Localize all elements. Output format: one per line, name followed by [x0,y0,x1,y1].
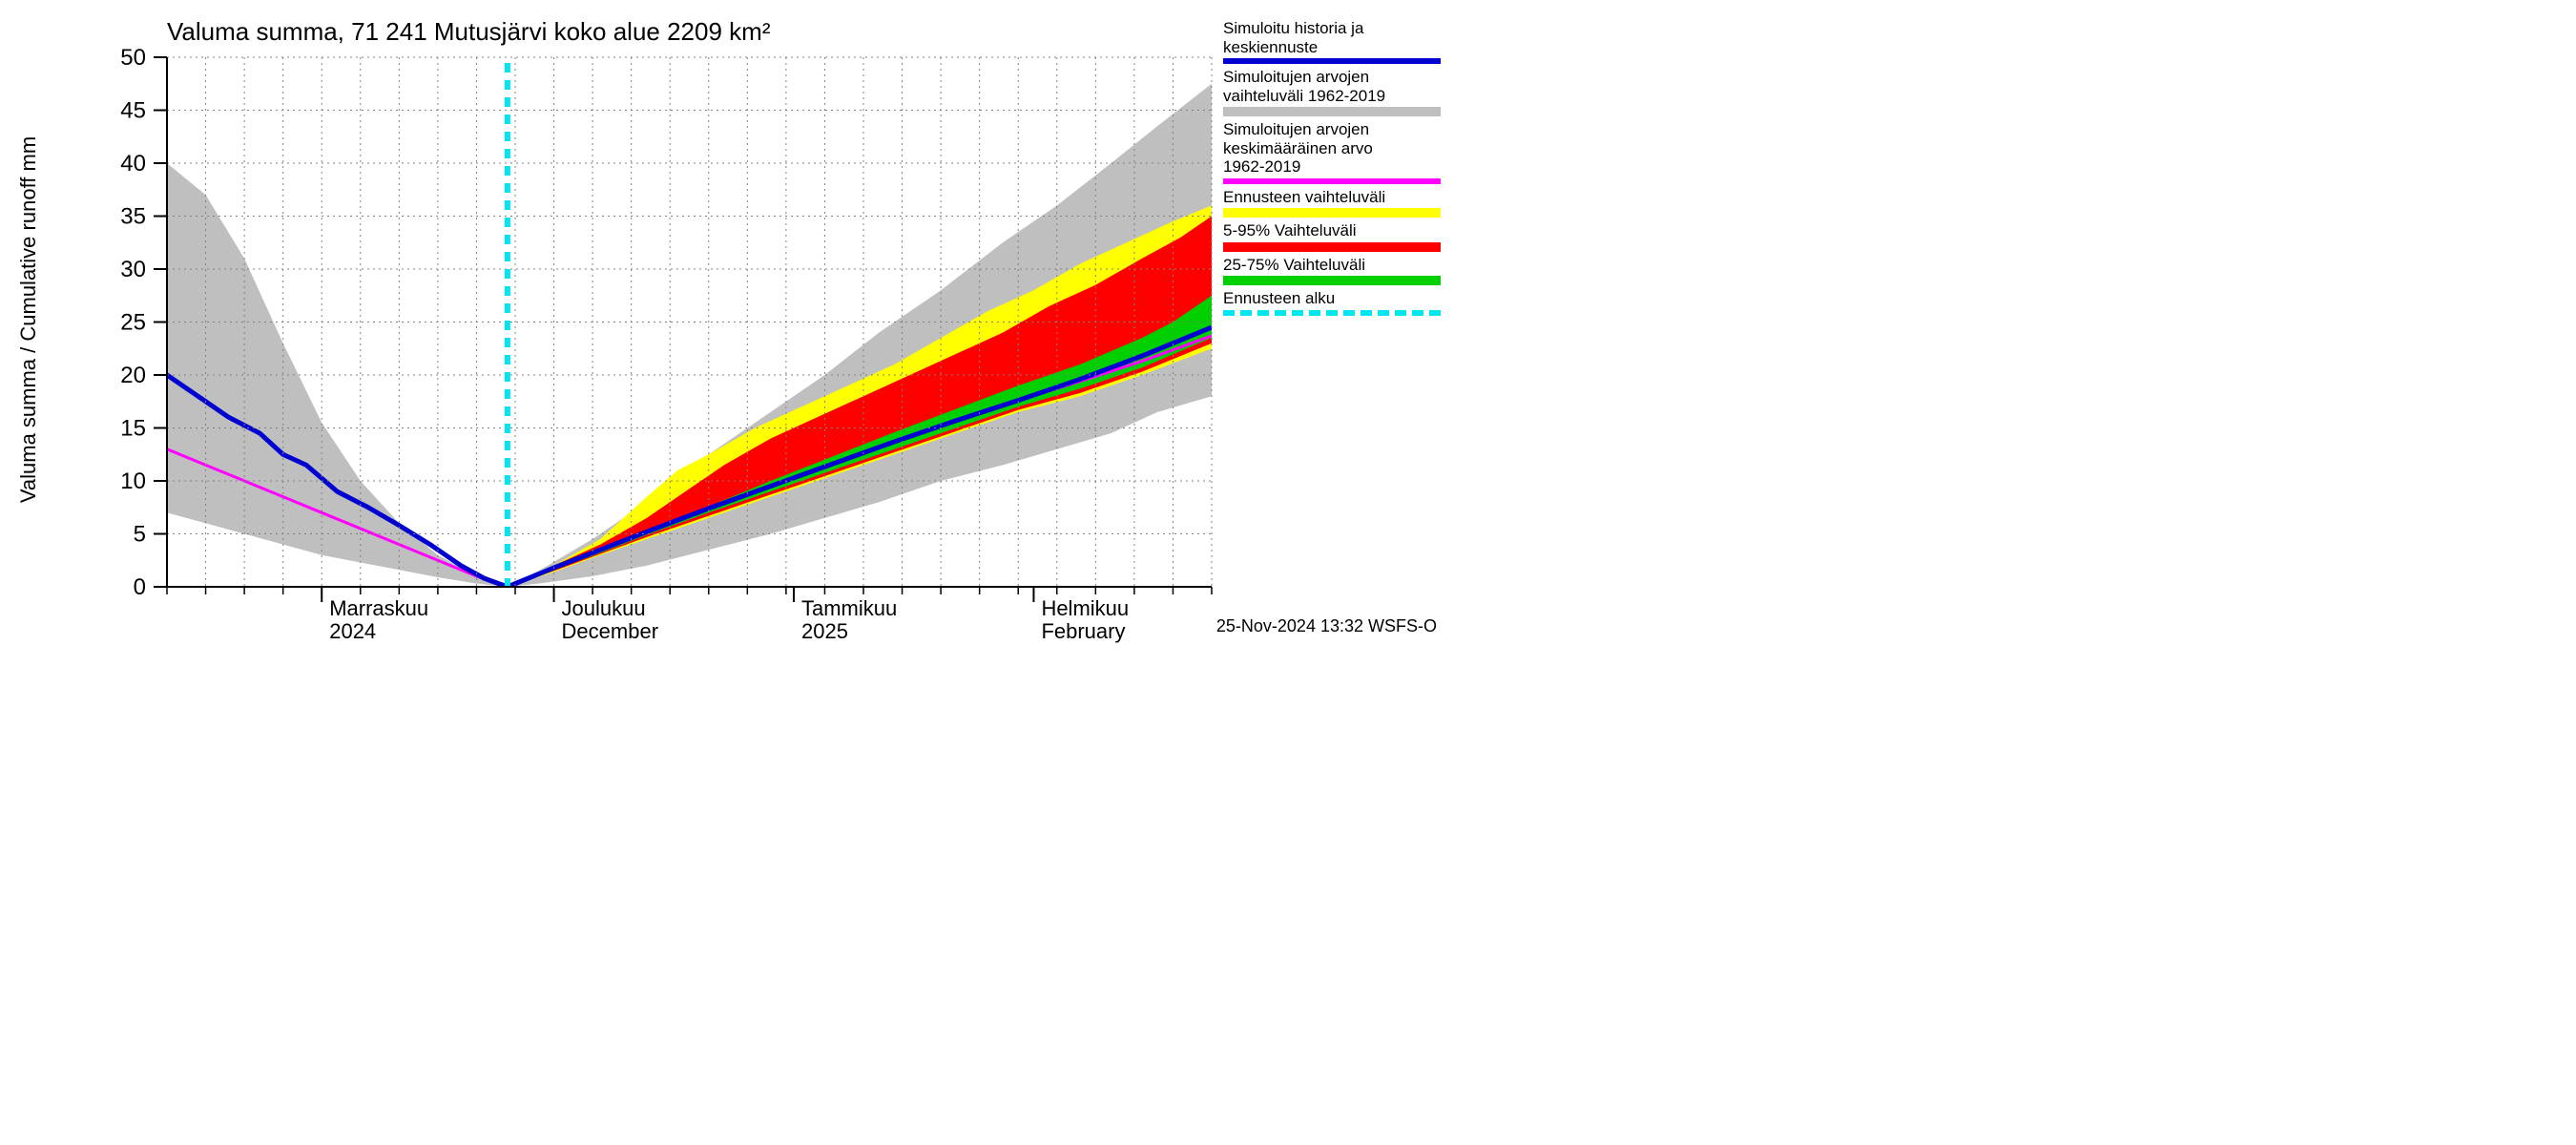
legend-entry: 25-75% Vaihteluväli [1223,256,1441,286]
legend-label: Simuloitujen arvojen [1223,68,1441,87]
footer-timestamp: 25-Nov-2024 13:32 WSFS-O [1216,616,1437,636]
y-tick-label: 50 [120,45,146,71]
y-tick-label: 20 [120,363,146,388]
y-tick-label: 15 [120,416,146,442]
legend-label: 1962-2019 [1223,157,1441,177]
legend-label: keskimääräinen arvo [1223,139,1441,158]
legend-swatch [1223,107,1441,116]
legend-label: Simuloitujen arvojen [1223,120,1441,139]
legend-label: Simuloitu historia ja [1223,19,1441,38]
x-month-sublabel: 2025 [801,619,848,643]
chart-container: Valuma summa / Cumulative runoff mm Valu… [0,0,1448,654]
y-tick-label: 0 [134,574,146,600]
x-month-label: Tammikuu [801,596,897,620]
legend-entry: Simuloitu historia jakeskiennuste [1223,19,1441,64]
legend-swatch [1223,276,1441,285]
legend-label: 5-95% Vaihteluväli [1223,221,1441,240]
x-month-sublabel: 2024 [329,619,376,643]
legend-swatch [1223,242,1441,252]
legend-entry: Simuloitujen arvojenkeskimääräinen arvo … [1223,120,1441,184]
y-tick-label: 30 [120,257,146,282]
legend-label: Ennusteen vaihteluväli [1223,188,1441,207]
legend-label: vaihteluväli 1962-2019 [1223,87,1441,106]
legend-entry: 5-95% Vaihteluväli [1223,221,1441,252]
x-month-sublabel: February [1041,619,1125,643]
x-month-sublabel: December [562,619,658,643]
y-tick-label: 45 [120,98,146,124]
legend: Simuloitu historia jakeskiennusteSimuloi… [1223,19,1441,320]
x-month-label: Helmikuu [1041,596,1129,620]
y-axis-label: Valuma summa / Cumulative runoff mm [16,136,41,503]
legend-label: keskiennuste [1223,38,1441,57]
x-month-label: Marraskuu [329,596,428,620]
y-tick-label: 25 [120,310,146,336]
legend-swatch [1223,58,1441,64]
y-tick-label: 10 [120,468,146,494]
y-tick-label: 35 [120,204,146,230]
y-tick-label: 40 [120,151,146,177]
legend-entry: Simuloitujen arvojenvaihteluväli 1962-20… [1223,68,1441,116]
legend-entry: Ennusteen vaihteluväli [1223,188,1441,219]
legend-swatch [1223,208,1441,218]
legend-swatch [1223,310,1441,316]
legend-label: 25-75% Vaihteluväli [1223,256,1441,275]
y-tick-label: 5 [134,522,146,548]
legend-label: Ennusteen alku [1223,289,1441,308]
x-month-label: Joulukuu [562,596,646,620]
legend-swatch [1223,178,1441,184]
legend-entry: Ennusteen alku [1223,289,1441,316]
chart-title: Valuma summa, 71 241 Mutusjärvi koko alu… [167,17,770,47]
